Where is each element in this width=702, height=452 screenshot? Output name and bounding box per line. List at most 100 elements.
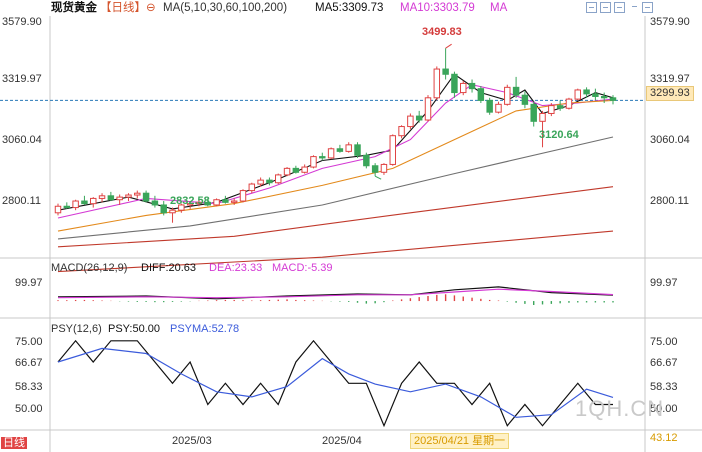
- psy-tick-right: 50.00: [650, 403, 678, 415]
- psy-tick-left: 58.33: [15, 381, 43, 393]
- psy-value-legend: PSY:50.00: [108, 323, 160, 335]
- candle-body: [204, 201, 211, 206]
- high-price-annotation: 3499.83: [422, 26, 462, 38]
- psy-tick-right: 58.33: [650, 381, 678, 393]
- low-marker: [374, 175, 382, 180]
- grid-icon[interactable]: [600, 2, 611, 13]
- ma5-legend: MA5:3309.73: [315, 2, 384, 14]
- psy-tick-right: 75.00: [650, 336, 678, 348]
- candle-body: [583, 89, 590, 95]
- candle-body: [345, 144, 352, 152]
- settings-icon[interactable]: ⊖: [146, 2, 156, 14]
- price-tick-left: 3060.04: [2, 134, 42, 146]
- candle-body: [301, 166, 308, 173]
- ma10-legend: MA10:3303.79: [400, 2, 475, 14]
- candle-body: [195, 201, 203, 205]
- macd-tick-right: 99.97: [650, 277, 678, 289]
- candle-body: [398, 126, 405, 137]
- zoom-out-icon[interactable]: [586, 2, 597, 13]
- ma-line-ma60: [57, 136, 614, 240]
- expand-icon[interactable]: [614, 2, 625, 13]
- candle-body: [54, 205, 62, 214]
- candle-body: [371, 165, 379, 173]
- candle-body: [186, 203, 194, 206]
- price-tick-right: 3319.97: [650, 73, 690, 85]
- candle-body: [495, 103, 502, 113]
- candle-body: [539, 112, 546, 122]
- candle-body: [310, 156, 317, 168]
- candle-body: [336, 148, 344, 152]
- candle-body: [98, 195, 106, 199]
- candle-body: [521, 94, 529, 105]
- candle-body: [433, 68, 441, 99]
- period-label[interactable]: 【日线】: [100, 2, 146, 14]
- psy-tick-right: 43.12: [650, 432, 678, 444]
- psy-tick-left: 50.00: [15, 403, 43, 415]
- price-tick-right: 2800.11: [650, 195, 689, 207]
- ma-params-label: MA(5,10,30,60,100,200): [163, 2, 288, 14]
- candle-body: [275, 174, 282, 184]
- cursor-date-tag: 2025/04/21 星期一: [410, 433, 510, 449]
- price-tick-left: 2800.11: [2, 195, 41, 207]
- psy-tick-left: 66.67: [15, 357, 43, 369]
- candle-body: [81, 200, 88, 205]
- candle-body: [107, 195, 115, 201]
- ma-line-ma100: [57, 186, 614, 248]
- candle-body: [600, 95, 608, 99]
- candle-body: [266, 179, 273, 184]
- candle-body: [565, 98, 573, 109]
- x-axis-label: 2025/03: [172, 435, 212, 447]
- candle-body: [592, 93, 599, 97]
- minimize-icon[interactable]: [630, 2, 641, 13]
- candle-body: [574, 89, 581, 100]
- candle-body: [609, 97, 617, 101]
- psy-label: PSY(12,6): [51, 323, 102, 335]
- candle-body: [151, 200, 159, 206]
- candle-body: [283, 167, 291, 176]
- candle-body: [319, 156, 326, 159]
- ma-line-ma200: [57, 230, 614, 273]
- candle-body: [354, 144, 361, 156]
- candle-body: [90, 197, 97, 205]
- macd-diff-legend: DIFF:20.63: [141, 262, 197, 274]
- candle-body: [415, 115, 423, 121]
- candle-body: [292, 167, 300, 173]
- candle-body: [160, 204, 167, 214]
- candle-body: [248, 183, 256, 192]
- candle-body: [556, 105, 564, 109]
- candle-body: [530, 103, 537, 122]
- candle-body: [512, 86, 520, 96]
- candle-body: [504, 86, 511, 105]
- candle-body: [72, 200, 79, 209]
- macd-label: MACD(26,12,9): [51, 262, 128, 274]
- watermark: 1QH.CN: [575, 396, 665, 421]
- close-icon[interactable]: [642, 2, 653, 13]
- price-tick-left: 3319.97: [2, 73, 42, 85]
- candle-body: [363, 154, 370, 167]
- ma-line-ma10: [57, 84, 614, 219]
- candle-body: [239, 190, 247, 202]
- candle-body: [257, 179, 264, 185]
- x-axis-left-corner: 日线: [1, 437, 27, 449]
- candle-body: [424, 97, 432, 121]
- macd-dea-line: [57, 288, 614, 299]
- high-marker: [445, 43, 452, 49]
- candle-body: [63, 205, 71, 209]
- instrument-title: 现货黄金: [51, 2, 97, 14]
- candle-body: [380, 163, 388, 173]
- ma-line-ma5: [57, 73, 614, 211]
- macd-value-legend: MACD:-5.39: [272, 262, 333, 274]
- low-price-annotation: 3120.64: [539, 129, 579, 141]
- low-price-annotation-2: 2832.58: [170, 195, 210, 207]
- candle-body: [169, 209, 176, 214]
- candle-body: [451, 73, 458, 94]
- current-price-tag: 3299.93: [646, 86, 694, 101]
- price-tick-right: 3579.90: [650, 16, 690, 28]
- psy-tick-left: 75.00: [15, 336, 43, 348]
- candle-body: [389, 135, 396, 165]
- candle-body: [468, 82, 476, 90]
- x-axis-label: 2025/04: [322, 435, 362, 447]
- candle-body: [477, 88, 485, 101]
